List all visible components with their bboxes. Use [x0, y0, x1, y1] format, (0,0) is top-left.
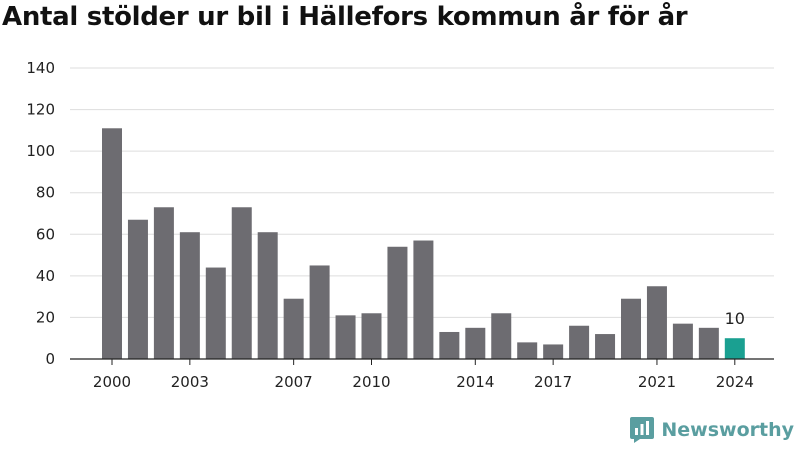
y-tick-label: 80: [36, 184, 55, 202]
bar: [257, 232, 278, 359]
bar: [646, 286, 667, 359]
bar: [361, 313, 382, 359]
bar: [231, 207, 252, 359]
x-tick-label: 2007: [275, 373, 313, 391]
bar: [621, 298, 641, 359]
x-tick-label: 2021: [638, 373, 676, 391]
bar: [465, 327, 486, 359]
x-tick-label: 2000: [93, 373, 131, 391]
bar: [335, 315, 356, 359]
x-tick-label: 2024: [716, 373, 754, 391]
brand-logo: Newsworthy: [629, 416, 794, 444]
y-tick-label: 60: [36, 225, 55, 243]
y-tick-label: 100: [26, 142, 55, 160]
x-tick-label: 2017: [534, 373, 572, 391]
bar: [205, 267, 226, 359]
bar: [672, 323, 693, 359]
bar: [309, 265, 330, 359]
newsworthy-logo-icon: [630, 417, 655, 443]
bar: [153, 207, 174, 359]
bar: [543, 344, 564, 359]
bar: [569, 325, 590, 359]
chart-title: Antal stölder ur bil i Hällefors kommun …: [2, 2, 688, 32]
bar: [698, 327, 719, 359]
bar: [724, 338, 745, 359]
x-tick-label: 2014: [456, 373, 494, 391]
y-tick-label: 20: [36, 308, 55, 326]
brand-name: Newsworthy: [661, 419, 794, 441]
y-tick-label: 0: [45, 350, 55, 368]
x-tick-label: 2010: [352, 373, 390, 391]
y-tick-label: 140: [26, 59, 55, 77]
y-tick-label: 40: [36, 267, 55, 285]
bar: [283, 298, 304, 359]
bar: [413, 240, 434, 359]
data-label: 10: [725, 309, 745, 328]
bar: [102, 128, 122, 359]
bar: [439, 331, 460, 359]
bar: [179, 232, 200, 359]
bar: [595, 334, 616, 359]
y-tick-label: 120: [26, 101, 55, 119]
bar: [387, 246, 408, 359]
bar: [127, 219, 148, 359]
bar: [517, 342, 538, 359]
x-tick-label: 2003: [171, 373, 209, 391]
bar: [491, 313, 512, 359]
